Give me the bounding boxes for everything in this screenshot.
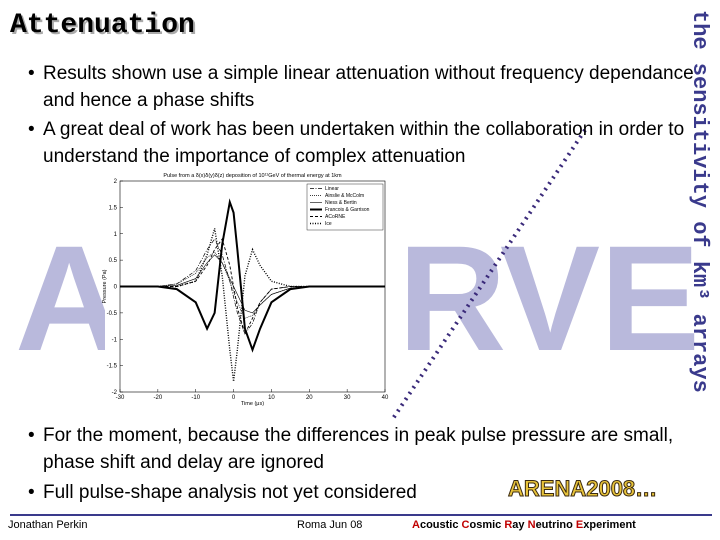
legend-label: Ice [325,221,332,227]
series-line [120,238,385,335]
footer-venue: Roma Jun 08 [297,519,363,531]
watermark-letter: V [500,214,600,382]
legend-label: Niess & Bertin [325,200,357,206]
y-axis-label: Pressure (Pa) [102,269,108,303]
x-tick-label: -30 [116,395,125,401]
footer-rest: coustic [419,519,459,531]
y-tick-label: -0.5 [107,311,118,317]
bullet-text: A great deal of work has been undertaken… [43,119,685,167]
bullet-text: For the moment, because the differences … [43,425,674,473]
footer-word: Experiment [576,519,636,531]
legend-label: Linear [325,186,339,192]
bullet-marker: • [28,63,35,84]
footer-word: Acoustic [412,519,458,531]
y-tick-label: -1.5 [107,364,118,370]
footer-rest: xperiment [583,519,636,531]
x-tick-label: 20 [306,395,313,401]
bullet-text: Results shown use a simple linear attenu… [43,63,694,111]
bullet: • For the moment, because the differences… [28,422,703,476]
bullet: • Full pulse-shape analysis not yet consi… [28,479,703,506]
x-tick-label: 10 [268,395,275,401]
legend-box [306,183,384,231]
bullet: • Results shown use a simple linear atten… [28,60,703,114]
footer-word: Cosmic [462,519,502,531]
footer-initial: C [461,519,470,531]
bullet: • A great deal of work has been undertake… [28,116,703,170]
y-tick-label: -1 [112,337,118,343]
x-tick-label: -10 [191,395,200,401]
y-tick-label: -2 [112,390,118,396]
bullet-marker: • [28,119,35,140]
footer-rest: osmic [469,519,502,531]
series-line [120,238,385,336]
watermark-letter: E [600,214,700,382]
y-tick-label: 0 [114,285,118,291]
chart: Pulse from a δ(x)δ(y)δ(z) deposition of … [102,173,389,407]
chart-title: Pulse from a δ(x)δ(y)δ(z) deposition of … [163,173,342,179]
bullet-text: Full pulse-shape analysis not yet consid… [43,482,417,503]
y-tick-label: 1 [114,232,118,238]
legend-label: Ainslie & McColm [325,193,364,199]
footer-rest: ay [512,519,525,531]
footer-word: Neutrino [528,519,573,531]
x-tick-label: 40 [382,395,389,401]
footer-author: Jonathan Perkin [8,519,88,531]
legend-label: Francois & Garrison [325,207,370,213]
watermark-letter: R [398,214,506,382]
footer-initial: E [575,519,584,531]
x-axis-label: Time (μs) [241,401,264,407]
y-tick-label: 1.5 [109,205,118,211]
series-line [120,198,385,353]
footer-experiment: Acoustic Cosmic Ray Neutrino Experiment [412,519,636,531]
title: Attenuation [10,10,195,41]
side-text: the sensitivity of km³ arrays [687,10,712,393]
footer-initial: N [527,519,536,531]
bullet-marker: • [28,482,35,503]
x-tick-label: 0 [232,395,236,401]
footer-rest: eutrino [535,519,573,531]
x-tick-label: 30 [344,395,351,401]
logo: ARENA2008… [507,476,658,502]
x-tick-label: -20 [154,395,163,401]
legend-label: ACoRNE [325,214,346,220]
bullet-marker: • [28,425,35,446]
y-tick-label: 0.5 [109,258,118,264]
footer-initial: A [412,519,420,531]
series-line [120,228,385,382]
footer-initial: R [504,519,513,531]
y-tick-label: 2 [114,179,118,185]
footer-word: Ray [504,519,524,531]
